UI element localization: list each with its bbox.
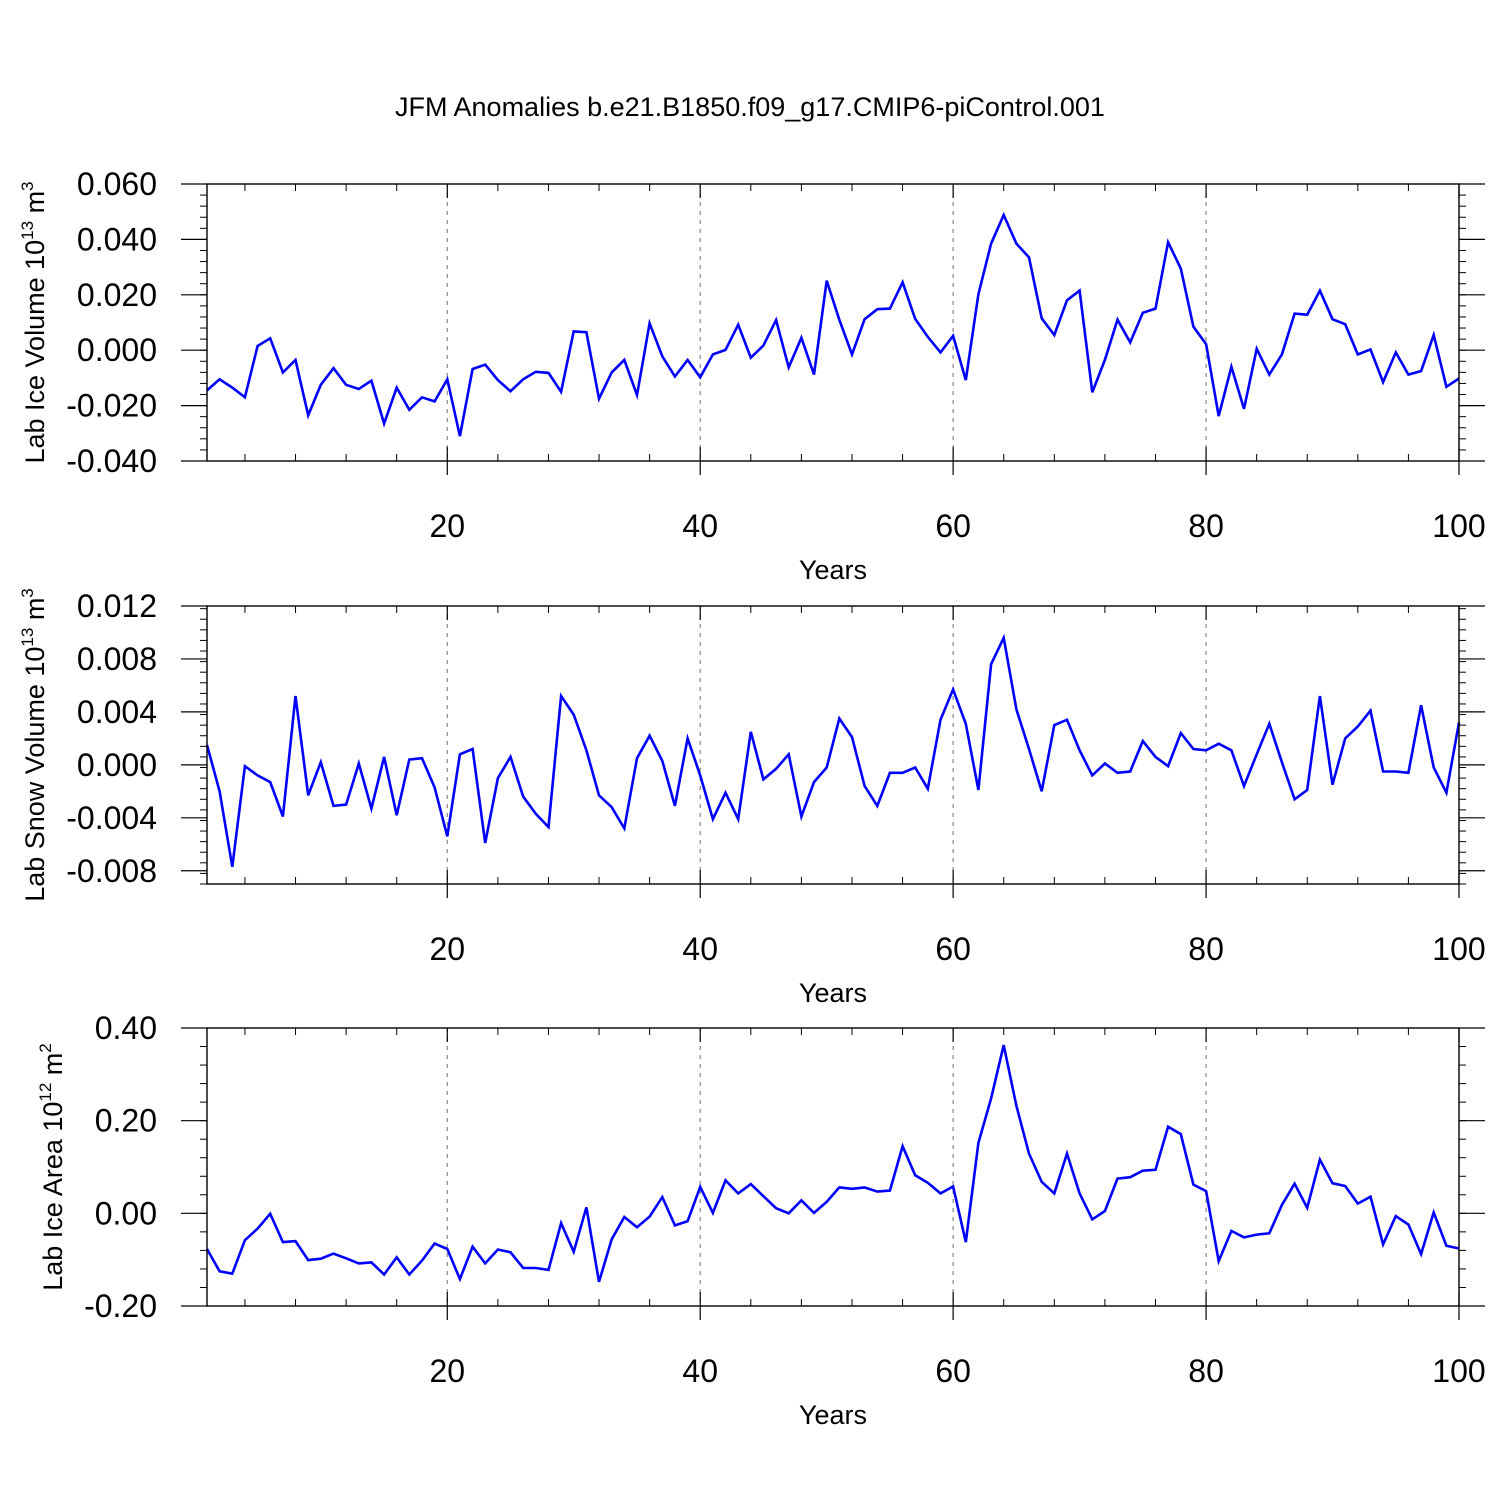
y-tick-label: 0.20 bbox=[95, 1103, 157, 1139]
y-tick-label: 0.040 bbox=[77, 221, 157, 257]
x-tick-label: 100 bbox=[1432, 1353, 1485, 1389]
y-tick-label: 0.060 bbox=[77, 166, 157, 202]
y-axis-title: Lab Snow Volume 1013 m3 bbox=[18, 588, 50, 902]
x-tick-label: 60 bbox=[935, 508, 971, 544]
x-tick-label: 20 bbox=[429, 508, 465, 544]
y-axis-title-unit: m bbox=[38, 1053, 68, 1083]
y-axis-title-unit-exponent: 3 bbox=[18, 588, 37, 597]
y-tick-label: 0.008 bbox=[77, 641, 157, 677]
figure-title: JFM Anomalies b.e21.B1850.f09_g17.CMIP6-… bbox=[395, 92, 1105, 122]
x-tick-label: 20 bbox=[429, 931, 465, 967]
plot-frame bbox=[206, 183, 1460, 462]
plot-frame bbox=[206, 1027, 1460, 1307]
y-axis-title-exponent: 12 bbox=[36, 1083, 55, 1102]
panel-1: 20 40 60 80 100 -0.040 -0.020 0.000 0.020 0.040 0.… bbox=[18, 166, 1486, 585]
x-tick-label: 40 bbox=[682, 1353, 718, 1389]
y-axis-title-exponent: 13 bbox=[18, 628, 37, 647]
series-line bbox=[205, 1044, 1460, 1283]
y-axis-title-text: Lab Ice Volume 10 bbox=[20, 240, 50, 464]
y-tick-label: 0.012 bbox=[77, 588, 157, 624]
y-tick-label: 0.000 bbox=[77, 747, 157, 783]
y-tick-label: 0.00 bbox=[95, 1195, 157, 1231]
x-tick-label: 20 bbox=[429, 1353, 465, 1389]
x-tick-label: 80 bbox=[1188, 931, 1224, 967]
x-tick-label: 80 bbox=[1188, 508, 1224, 544]
y-tick-label: 0.000 bbox=[77, 332, 157, 368]
x-tick-label: 60 bbox=[935, 931, 971, 967]
y-tick-label: -0.008 bbox=[66, 853, 157, 889]
x-tick-label: 60 bbox=[935, 1353, 971, 1389]
x-tick-label: 100 bbox=[1432, 931, 1485, 967]
x-tick-label: 40 bbox=[682, 931, 718, 967]
y-tick-label: -0.020 bbox=[66, 388, 157, 424]
y-tick-label: -0.040 bbox=[66, 443, 157, 479]
y-tick-label: 0.020 bbox=[77, 277, 157, 313]
panel-2: 20 40 60 80 100 -0.008 -0.004 0.000 0.004 0.008 0.… bbox=[18, 588, 1486, 1008]
x-axis-title: Years bbox=[799, 1400, 867, 1430]
x-axis-title: Years bbox=[799, 555, 867, 585]
y-axis-title: Lab Ice Area 1012 m2 bbox=[36, 1043, 68, 1291]
series-line bbox=[206, 211, 1460, 437]
y-axis-title-unit: m bbox=[20, 191, 50, 221]
x-axis-title: Years bbox=[799, 978, 867, 1008]
x-tick-label: 100 bbox=[1432, 508, 1485, 544]
y-tick-label: 0.004 bbox=[77, 694, 157, 730]
y-tick-label: 0.40 bbox=[95, 1010, 157, 1046]
plot-frame bbox=[206, 605, 1460, 885]
y-axis-title-unit-exponent: 2 bbox=[36, 1043, 55, 1052]
y-axis-title: Lab Ice Volume 1013 m3 bbox=[18, 181, 50, 463]
y-axis-title-text: Lab Ice Area 10 bbox=[38, 1102, 68, 1291]
y-axis-title-unit: m bbox=[20, 598, 50, 628]
x-tick-label: 40 bbox=[682, 508, 718, 544]
y-axis-title-text: Lab Snow Volume 10 bbox=[20, 647, 50, 902]
y-axis-title-exponent: 13 bbox=[18, 221, 37, 240]
y-tick-label: -0.004 bbox=[66, 800, 157, 836]
panel-3: 20 40 60 80 100 -0.20 0.00 0.20 0.40 Years Lab Ice… bbox=[36, 1010, 1486, 1430]
x-tick-label: 80 bbox=[1188, 1353, 1224, 1389]
y-axis-title-unit-exponent: 3 bbox=[18, 181, 37, 190]
series-line bbox=[205, 633, 1461, 868]
y-tick-label: -0.20 bbox=[84, 1288, 157, 1324]
